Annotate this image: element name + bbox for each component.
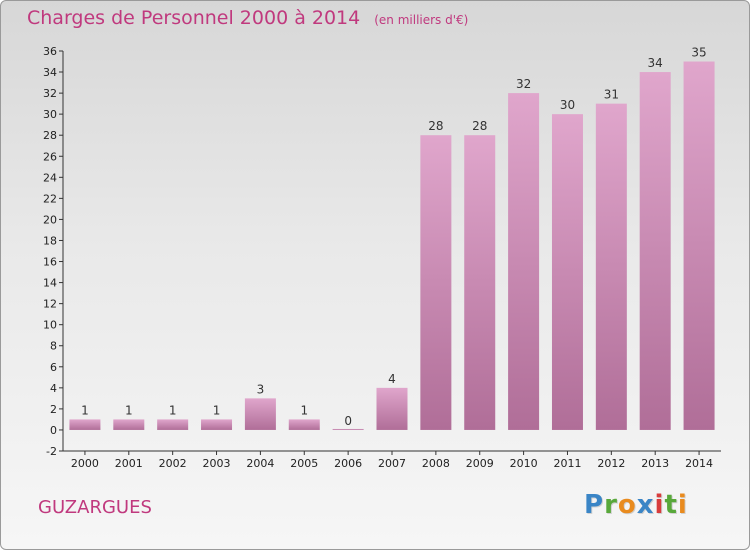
- bar: [157, 419, 189, 430]
- y-tick-label: -2: [46, 445, 57, 458]
- bar: [288, 419, 320, 430]
- bar: [639, 72, 671, 430]
- y-tick-label: 0: [50, 424, 57, 437]
- bar: [595, 103, 627, 430]
- chart-unit: (en milliers d'€): [374, 13, 469, 27]
- y-tick-label: 16: [43, 256, 57, 269]
- bar: [376, 387, 408, 430]
- y-tick-label: 14: [43, 277, 57, 290]
- x-tick-label: 2000: [71, 457, 99, 470]
- bar-value-label: 31: [604, 88, 619, 102]
- bar-value-label: 4: [388, 372, 396, 386]
- y-tick-label: 12: [43, 298, 57, 311]
- bar-value-label: 1: [169, 403, 177, 417]
- x-tick-label: 2013: [641, 457, 669, 470]
- x-tick-label: 2012: [597, 457, 625, 470]
- bar-value-label: 1: [300, 403, 308, 417]
- chart-title-text: Charges de Personnel 2000 à 2014: [27, 7, 361, 29]
- x-tick-label: 2004: [246, 457, 274, 470]
- bar: [420, 135, 452, 430]
- bar-value-label: 1: [81, 403, 89, 417]
- y-tick-label: 4: [50, 382, 57, 395]
- y-tick-label: 10: [43, 319, 57, 332]
- bar: [464, 135, 496, 430]
- chart-bars: [69, 61, 715, 430]
- x-tick-label: 2005: [290, 457, 318, 470]
- bar: [113, 419, 145, 430]
- y-tick-label: 26: [43, 150, 57, 163]
- bar: [551, 114, 583, 430]
- x-tick-label: 2009: [466, 457, 494, 470]
- bar-value-label: 30: [560, 98, 575, 112]
- y-tick-label: 36: [43, 45, 57, 58]
- bar: [332, 428, 364, 430]
- bar-value-label: 1: [213, 403, 221, 417]
- x-tick-label: 2008: [422, 457, 450, 470]
- x-tick-label: 2001: [115, 457, 143, 470]
- y-tick-label: 22: [43, 192, 57, 205]
- bar-value-label: 28: [472, 119, 487, 133]
- y-tick-label: 28: [43, 129, 57, 142]
- y-tick-label: 34: [43, 66, 57, 79]
- y-tick-label: 24: [43, 171, 57, 184]
- bar-value-label: 35: [691, 46, 706, 60]
- bar: [244, 398, 276, 430]
- bar: [508, 93, 540, 430]
- y-tick-label: 8: [50, 340, 57, 353]
- x-tick-label: 2006: [334, 457, 362, 470]
- x-tick-label: 2014: [685, 457, 713, 470]
- bar: [683, 61, 715, 430]
- bar-value-label: 0: [344, 414, 352, 428]
- proxiti-logo: Proxiti: [584, 490, 688, 520]
- x-tick-label: 2002: [159, 457, 187, 470]
- y-tick-label: 18: [43, 234, 57, 247]
- chart-title: Charges de Personnel 2000 à 2014 (en mill…: [27, 7, 468, 29]
- x-tick-label: 2010: [510, 457, 538, 470]
- x-tick-label: 2003: [203, 457, 231, 470]
- x-tick-label: 2011: [553, 457, 581, 470]
- bar-value-label: 1: [125, 403, 133, 417]
- bar-value-label: 3: [257, 382, 265, 396]
- y-tick-label: 20: [43, 213, 57, 226]
- bar: [201, 419, 233, 430]
- bar: [69, 419, 101, 430]
- commune-name: GUZARGUES: [38, 497, 152, 518]
- y-tick-label: 32: [43, 87, 57, 100]
- y-tick-label: 2: [50, 403, 57, 416]
- x-tick-label: 2007: [378, 457, 406, 470]
- bar-value-label: 28: [428, 119, 443, 133]
- y-tick-label: 30: [43, 108, 57, 121]
- bar-value-label: 34: [648, 56, 663, 70]
- bar-value-label: 32: [516, 77, 531, 91]
- y-tick-label: 6: [50, 361, 57, 374]
